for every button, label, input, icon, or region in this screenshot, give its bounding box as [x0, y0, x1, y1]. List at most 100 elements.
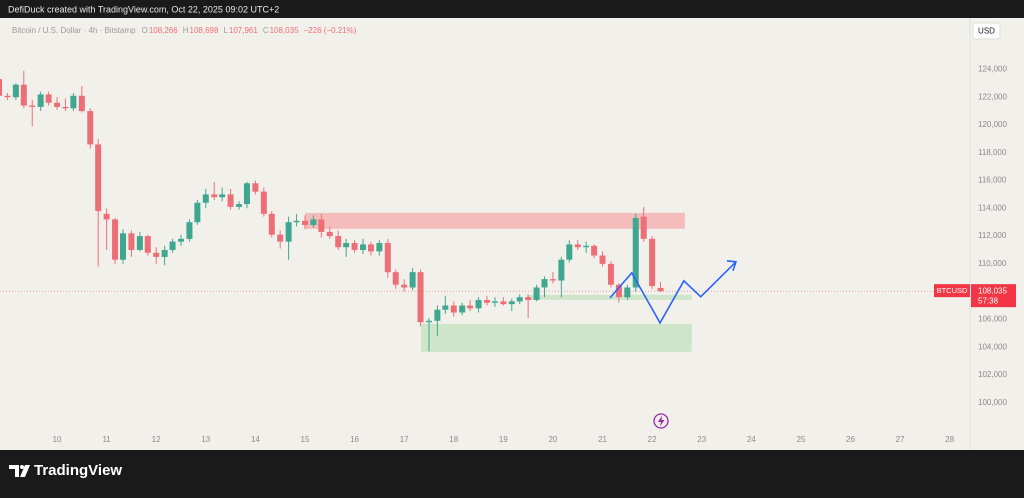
projection-arrowhead: [726, 259, 738, 272]
y-tick-label: 116,000: [978, 176, 1007, 185]
candle-body: [425, 320, 432, 323]
candle-body: [392, 272, 399, 285]
candle-body: [301, 220, 308, 225]
candle-body: [574, 244, 581, 248]
x-tick-label: 16: [350, 435, 359, 444]
candle-body: [401, 284, 408, 288]
x-tick-label: 20: [548, 435, 557, 444]
candle-body: [549, 279, 556, 281]
ohlc-value: 107,961: [229, 26, 258, 35]
candle-body: [95, 144, 102, 212]
x-tick-label: 23: [697, 435, 706, 444]
price-tag-countdown: 57:38: [978, 296, 999, 305]
candle-body: [4, 95, 11, 98]
x-tick-label: 18: [449, 435, 458, 444]
x-tick-label: 25: [796, 435, 805, 444]
candle-body: [384, 243, 391, 273]
candle-body: [533, 287, 540, 300]
candle-body: [186, 222, 193, 239]
candle-body: [211, 194, 218, 198]
brand: TradingView: [34, 462, 122, 479]
y-tick-label: 122,000: [978, 92, 1007, 101]
ohlc-label: H: [183, 26, 189, 35]
x-tick-label: 15: [301, 435, 310, 444]
candle-body: [194, 202, 201, 223]
candle-body: [615, 284, 622, 298]
candle-body: [525, 297, 532, 300]
ohlc-value: 108,035: [270, 26, 299, 35]
candle-body: [417, 272, 424, 323]
candle-body: [376, 243, 383, 252]
x-tick-label: 24: [747, 435, 756, 444]
candle-body: [45, 94, 52, 103]
candle-body: [37, 94, 44, 107]
candle-body: [326, 231, 333, 237]
candle-body: [351, 243, 358, 250]
y-tick-label: 104,000: [978, 342, 1007, 351]
candle-body: [236, 204, 243, 207]
credit: DefiDuck created with TradingView.com, O…: [8, 4, 279, 14]
brand-logo: [9, 465, 30, 477]
candle-body: [583, 245, 590, 248]
candle-body: [161, 249, 168, 257]
y-tick-label: 120,000: [978, 120, 1007, 129]
candle-body: [243, 183, 250, 205]
candle-body: [599, 255, 606, 264]
candle-body: [367, 244, 374, 252]
y-tick-label: 100,000: [978, 398, 1007, 407]
candle-body: [202, 194, 209, 203]
candle-body: [103, 213, 110, 220]
symbol-legend: Bitcoin / U.S. Dollar · 4h · Bitstamp O 10…: [12, 26, 357, 35]
candle-body: [54, 102, 61, 107]
candle-body: [640, 216, 647, 239]
x-tick-label: 21: [598, 435, 607, 444]
y-tick-label: 118,000: [978, 148, 1007, 157]
candle-body: [360, 244, 367, 250]
plot-background: [0, 18, 1024, 450]
candle-body: [624, 287, 631, 298]
zone: [526, 294, 692, 300]
x-tick-label: 22: [648, 435, 657, 444]
candle-body: [649, 238, 656, 287]
candle-body: [343, 243, 350, 248]
candle-body: [227, 194, 234, 207]
currency-button[interactable]: [972, 22, 1001, 40]
event-icon: [653, 413, 669, 429]
candle-body: [70, 95, 77, 109]
x-tick-label: 12: [152, 435, 161, 444]
candle-body: [87, 111, 94, 145]
x-tick-label: 17: [400, 435, 409, 444]
candle-body: [78, 95, 85, 112]
ohlc-value: 108,266: [149, 26, 178, 35]
candle-body: [144, 236, 151, 253]
ohlc-label: L: [223, 26, 228, 35]
candle-body: [632, 218, 639, 288]
currency[interactable]: USD: [978, 27, 995, 36]
candle-body: [657, 287, 664, 292]
candle-body: [219, 194, 226, 198]
candle-body: [475, 299, 482, 309]
candle-body: [178, 238, 185, 242]
candle-body: [112, 219, 119, 260]
candle-body: [491, 301, 498, 303]
candle-body: [310, 219, 317, 225]
candle-body: [277, 234, 284, 242]
candle-body: [541, 279, 548, 288]
change: −226 (−0.21%): [304, 26, 357, 35]
y-tick-label: 110,000: [978, 259, 1007, 268]
candle-body: [260, 191, 267, 214]
candle-body: [459, 305, 466, 313]
y-tick-label: 124,000: [978, 65, 1007, 74]
ohlc-label: C: [263, 26, 269, 35]
candle-body: [128, 233, 135, 250]
candle-body: [136, 236, 143, 250]
y-tick-label: 114,000: [978, 203, 1007, 212]
candle-body: [335, 236, 342, 248]
candle-body: [434, 309, 441, 321]
x-tick-label: 26: [846, 435, 855, 444]
price-tag-value: 108,035: [978, 286, 1007, 295]
candle-body: [252, 183, 259, 192]
candle-body: [558, 259, 565, 281]
